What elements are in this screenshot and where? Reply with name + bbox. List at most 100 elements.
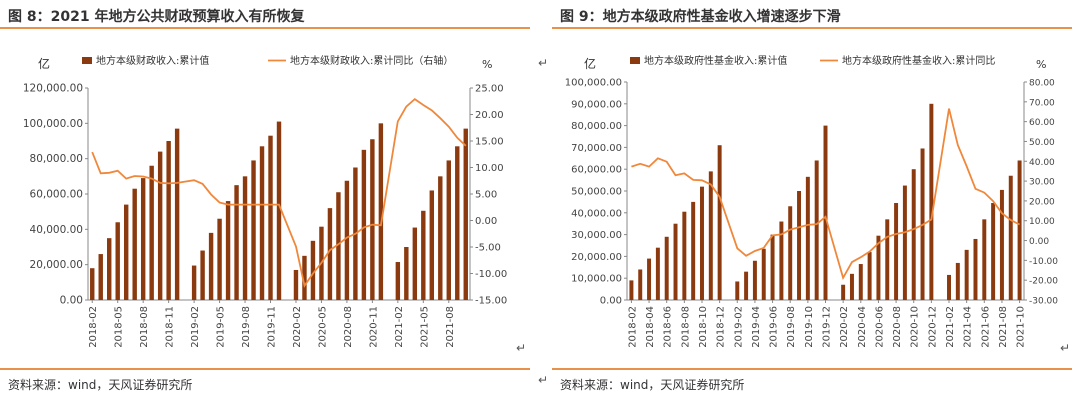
y-left-tick-label: 10,000.00 xyxy=(571,274,622,285)
x-tick-label: 2019-10 xyxy=(804,306,815,348)
bar xyxy=(463,128,468,300)
bar xyxy=(123,204,129,300)
y-left-tick-label: 90,000.00 xyxy=(571,99,622,110)
y-right-tick-label: 15.00 xyxy=(475,137,504,148)
bar xyxy=(242,176,248,300)
figure-source: 资料来源：wind，天风证券研究所 xyxy=(560,378,745,392)
x-tick-label: 2018-08 xyxy=(139,306,150,348)
bar xyxy=(982,219,987,300)
y-right-tick-label: -20.00 xyxy=(1029,277,1058,287)
bar xyxy=(251,160,256,300)
legend-label: 地方本级政府性基金收入:累计同比 xyxy=(842,54,995,67)
bar xyxy=(90,268,95,300)
bar xyxy=(691,201,696,300)
y-right-tick-label: 5.00 xyxy=(475,190,497,201)
y-right-tick-label: 30.00 xyxy=(1029,178,1055,188)
x-tick-label: 2020-08 xyxy=(892,306,903,348)
y-left-tick-label: 80,000.00 xyxy=(571,121,622,132)
x-tick-label: 2021-02 xyxy=(945,306,956,348)
bar xyxy=(885,219,890,300)
y-right-tick-label: 0.00 xyxy=(475,216,497,227)
source-rule xyxy=(0,368,530,370)
y-left-tick-label: 0.00 xyxy=(600,296,622,307)
y-right-tick-label: 20.00 xyxy=(1029,197,1055,207)
bar xyxy=(268,135,273,300)
bar xyxy=(770,234,775,300)
x-tick-label: 2019-04 xyxy=(751,306,762,348)
y-right-tick-label: 60.00 xyxy=(1029,118,1055,128)
legend-swatch-bar xyxy=(82,57,92,64)
x-tick-label: 2021-05 xyxy=(419,306,430,348)
x-tick-label: 2018-10 xyxy=(698,306,709,348)
bar xyxy=(973,238,978,300)
bar xyxy=(849,273,854,300)
series-line xyxy=(91,97,467,288)
bar xyxy=(404,247,409,300)
x-tick-label: 2018-06 xyxy=(663,306,674,348)
bar xyxy=(429,190,435,300)
x-tick-label: 2019-06 xyxy=(769,306,780,348)
bar xyxy=(200,250,205,300)
right-figure: 图 9：地方本级政府性基金收入增速逐步下滑 亿% 0.00 10,000.00 20,… xyxy=(552,0,1080,401)
bar xyxy=(174,128,180,300)
bar xyxy=(395,262,401,300)
right-chart: 亿 % 0.00 10,000.00 20,000.00 30,000.00 40,000.… xyxy=(565,54,1059,348)
bar xyxy=(841,284,846,300)
bar xyxy=(779,221,784,300)
source-rule xyxy=(552,368,1072,370)
y-right-tick-label: 50.00 xyxy=(1029,138,1055,148)
return-mark: ↵ xyxy=(538,56,549,70)
bar xyxy=(132,188,137,300)
y-right-tick-label: 70.00 xyxy=(1029,98,1055,108)
return-mark: ↵ xyxy=(538,373,549,387)
left-unit-label: 亿 xyxy=(38,56,50,71)
y-right-tick-label: -5.00 xyxy=(475,243,501,254)
bar xyxy=(673,223,678,300)
bar xyxy=(234,185,239,300)
x-tick-label: 2021-08 xyxy=(998,306,1009,348)
y-right-tick-label: 25.00 xyxy=(475,84,504,95)
x-tick-label: 2021-10 xyxy=(1016,306,1027,348)
x-tick-label: 2019-02 xyxy=(190,306,201,348)
bar xyxy=(455,146,460,300)
bar xyxy=(911,169,916,300)
y-right-tick-label: -10.00 xyxy=(475,269,507,280)
bar xyxy=(217,218,222,300)
bar xyxy=(370,139,375,300)
bar xyxy=(276,121,282,300)
figure-title: 图 9：地方本级政府性基金收入增速逐步下滑 xyxy=(560,9,841,25)
bar xyxy=(955,262,960,300)
x-tick-label: 2020-05 xyxy=(317,306,328,348)
x-tick-label: 2018-04 xyxy=(645,306,656,348)
right-unit-label: % xyxy=(482,58,492,71)
bar xyxy=(446,160,451,300)
y-right-tick-label: 40.00 xyxy=(1029,158,1055,168)
bar xyxy=(107,238,112,300)
x-tick-label: 2018-12 xyxy=(716,306,727,348)
legend-swatch-bar xyxy=(630,57,640,64)
x-tick-label: 2020-12 xyxy=(927,306,938,348)
series-line xyxy=(631,108,1021,281)
y-left-tick-label: 100,000.00 xyxy=(565,78,622,89)
x-tick-label: 2019-08 xyxy=(786,306,797,348)
bar xyxy=(208,232,214,300)
y-left-tick-label: 60,000.00 xyxy=(30,189,83,201)
bar xyxy=(378,123,384,300)
x-tick-label: 2018-11 xyxy=(165,306,176,348)
bar xyxy=(708,171,713,300)
title-rule xyxy=(552,27,1072,29)
y-right-tick-label: 80.00 xyxy=(1029,79,1055,89)
bar xyxy=(647,258,652,300)
y-left-tick-label: 30,000.00 xyxy=(571,230,622,241)
bar xyxy=(761,248,766,300)
y-right-tick-label: -15.00 xyxy=(475,296,507,307)
bar xyxy=(823,125,828,300)
bar xyxy=(858,264,863,300)
y-right-tick-label: -10.00 xyxy=(1029,257,1058,267)
y-right-tick-label: 10.00 xyxy=(475,163,504,174)
bar xyxy=(664,236,669,300)
y-left-tick-label: 100,000.00 xyxy=(23,118,83,130)
bar xyxy=(293,269,299,300)
bar xyxy=(894,202,899,300)
y-left-tick-label: 40,000.00 xyxy=(30,224,83,236)
